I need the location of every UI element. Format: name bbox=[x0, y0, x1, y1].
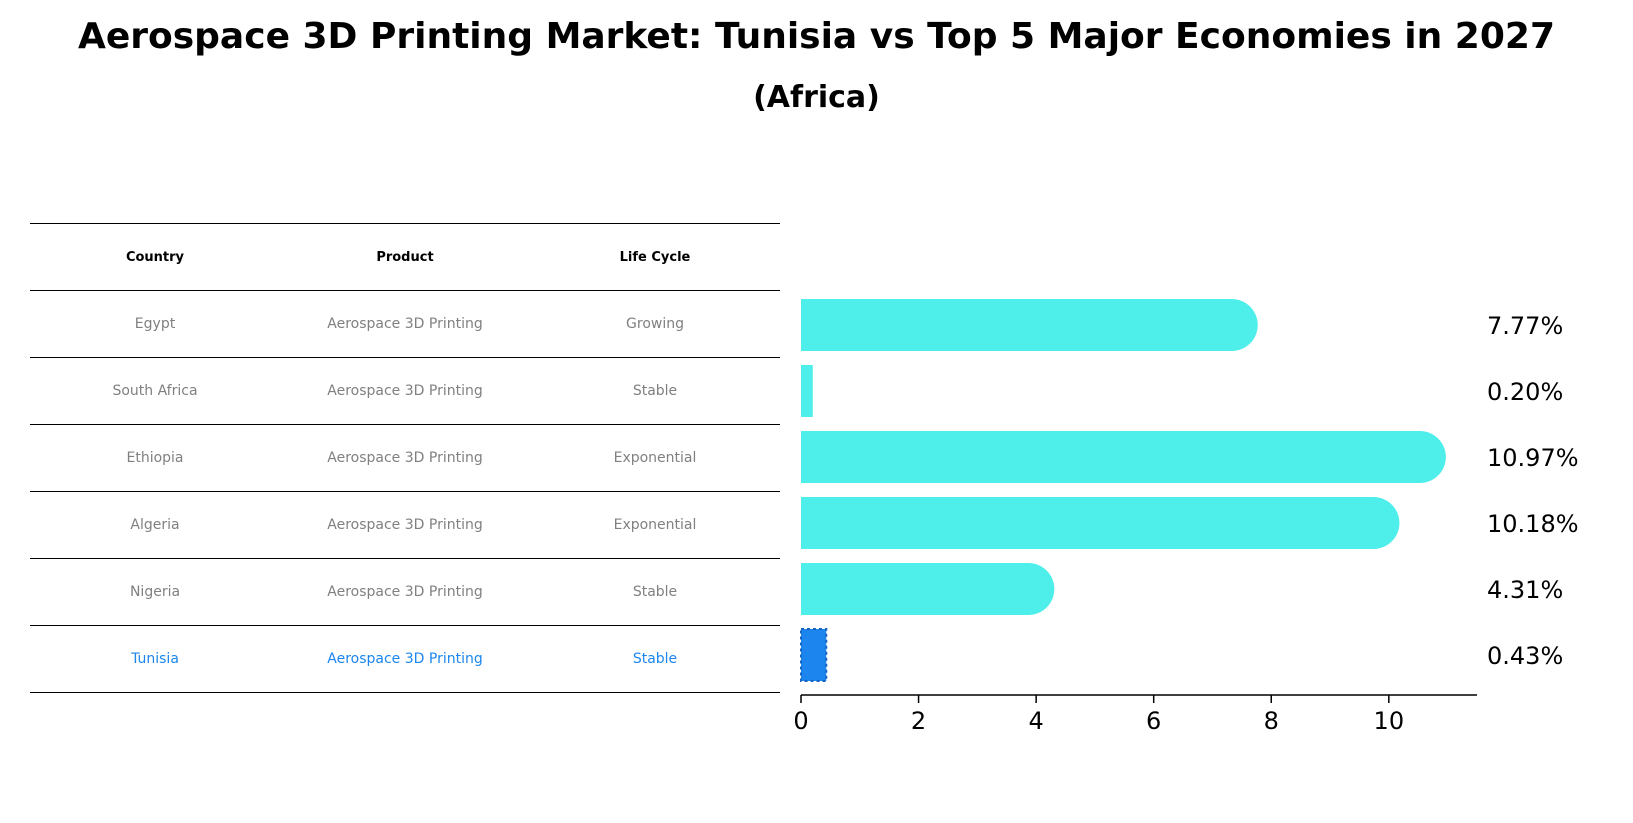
cell-life-cycle: Stable bbox=[632, 383, 678, 399]
bar bbox=[801, 497, 1400, 549]
bar-highlighted bbox=[800, 628, 828, 682]
cell-country: Egypt bbox=[134, 316, 176, 332]
data-label: 0.20% bbox=[1487, 378, 1563, 406]
cell-product: Aerospace 3D Printing bbox=[327, 651, 483, 667]
x-tick-label: 8 bbox=[1264, 707, 1279, 735]
header-product: Product bbox=[376, 249, 434, 265]
x-tick-label: 2 bbox=[911, 707, 926, 735]
cell-product: Aerospace 3D Printing bbox=[327, 450, 483, 466]
bar bbox=[801, 299, 1258, 351]
cell-life-cycle: Stable bbox=[632, 584, 678, 600]
table-header-row: Country Product Life Cycle bbox=[30, 223, 780, 291]
cell-country: Nigeria bbox=[129, 584, 181, 600]
bar bbox=[801, 563, 1055, 615]
cell-product: Aerospace 3D Printing bbox=[327, 584, 483, 600]
cell-country: Tunisia bbox=[131, 651, 179, 667]
x-tick-label: 6 bbox=[1146, 707, 1161, 735]
data-label: 10.97% bbox=[1487, 444, 1579, 472]
cell-product: Aerospace 3D Printing bbox=[327, 383, 483, 399]
bar bbox=[801, 365, 813, 417]
chart-title: Aerospace 3D Printing Market: Tunisia vs… bbox=[77, 16, 1556, 57]
bar bbox=[801, 431, 1446, 483]
data-label: 7.77% bbox=[1487, 312, 1563, 340]
x-tick-label: 0 bbox=[793, 707, 808, 735]
cell-product: Aerospace 3D Printing bbox=[327, 316, 483, 332]
data-label: 4.31% bbox=[1487, 576, 1563, 604]
cell-life-cycle: Growing bbox=[626, 316, 684, 332]
chart-subtitle: (Africa) bbox=[753, 80, 880, 115]
table-row: Nigeria Aerospace 3D Printing Stable bbox=[30, 559, 780, 626]
data-table: Country Product Life Cycle Egypt Aerospa… bbox=[30, 223, 780, 693]
data-label: 10.18% bbox=[1487, 510, 1579, 538]
cell-life-cycle: Stable bbox=[632, 651, 678, 667]
cell-country: Algeria bbox=[130, 517, 180, 533]
table-row: Egypt Aerospace 3D Printing Growing bbox=[30, 291, 780, 358]
table-row-highlighted: Tunisia Aerospace 3D Printing Stable bbox=[30, 626, 780, 693]
cell-product: Aerospace 3D Printing bbox=[327, 517, 483, 533]
cell-country: Ethiopia bbox=[126, 450, 184, 466]
x-tick-label: 4 bbox=[1028, 707, 1043, 735]
data-label: 0.43% bbox=[1487, 642, 1563, 670]
table-row: Ethiopia Aerospace 3D Printing Exponenti… bbox=[30, 425, 780, 492]
table-row: Algeria Aerospace 3D Printing Exponentia… bbox=[30, 492, 780, 559]
header-life-cycle: Life Cycle bbox=[619, 249, 691, 265]
x-tick-label: 10 bbox=[1374, 707, 1405, 735]
cell-life-cycle: Exponential bbox=[613, 450, 697, 466]
table-row: South Africa Aerospace 3D Printing Stabl… bbox=[30, 358, 780, 425]
cell-life-cycle: Exponential bbox=[613, 517, 697, 533]
cell-country: South Africa bbox=[112, 383, 198, 399]
header-country: Country bbox=[125, 249, 185, 265]
